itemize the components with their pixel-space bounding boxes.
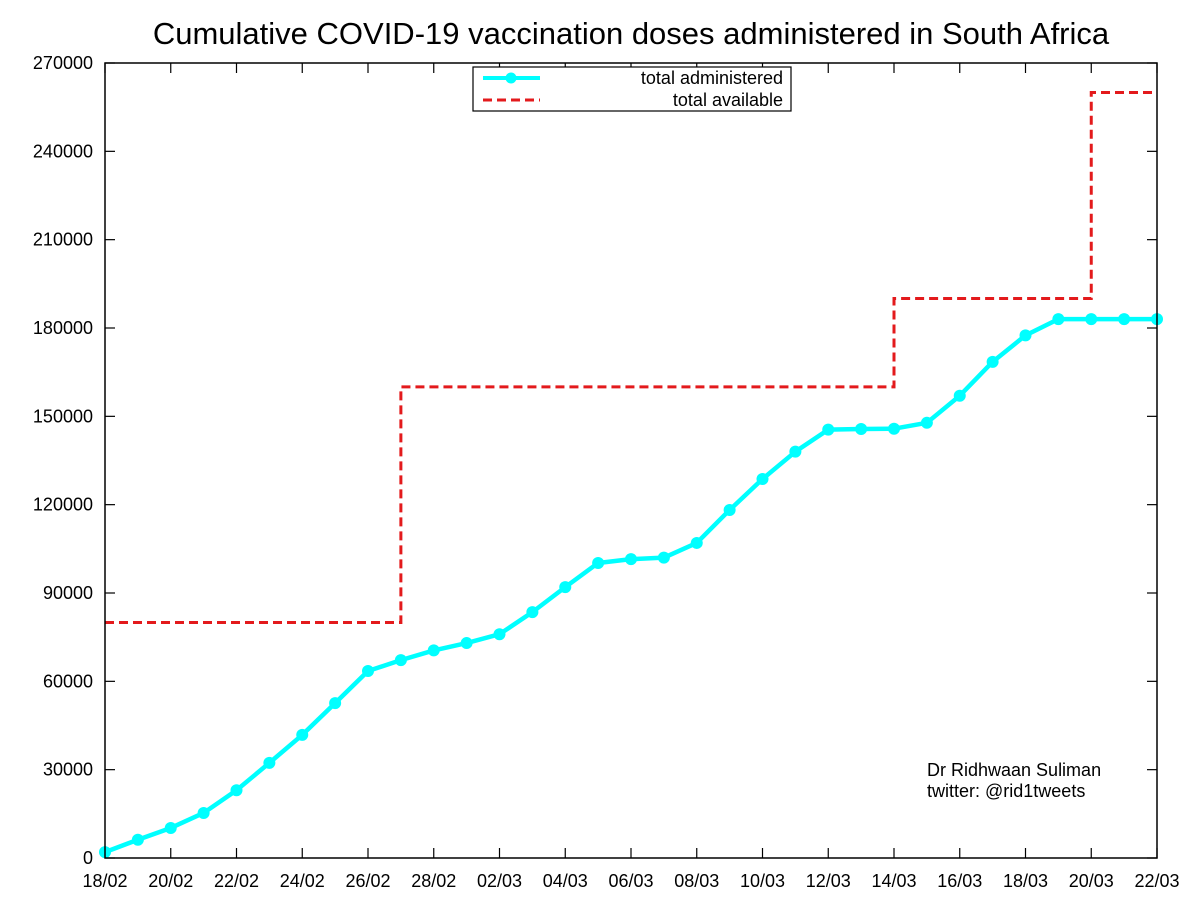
x-tick-label: 22/03 [1134, 871, 1179, 891]
administered-point [230, 784, 243, 797]
legend-label-available: total available [673, 90, 783, 110]
administered-point [394, 654, 407, 667]
series-total-administered [99, 313, 1163, 859]
y-axis: 0 30000 60000 90000 120000 150000 180000 210000… [33, 53, 1157, 868]
administered-point [1118, 313, 1131, 326]
administered-point [657, 551, 670, 564]
legend-box [472, 66, 792, 112]
chart-title: Cumulative COVID-19 vaccination doses ad… [153, 16, 1110, 51]
available-step-line [105, 90, 1157, 624]
credit-author: Dr Ridhwaan Suliman [927, 760, 1101, 780]
administered-point [789, 445, 802, 458]
plot-frame [104, 62, 1158, 859]
administered-point [690, 536, 703, 549]
y-tick-label: 90000 [43, 583, 93, 603]
administered-point [197, 806, 210, 819]
x-tick-label: 12/03 [806, 871, 851, 891]
administered-point [822, 423, 835, 436]
x-tick-label: 06/03 [608, 871, 653, 891]
y-tick-label: 180000 [33, 318, 93, 338]
administered-point [296, 728, 309, 741]
y-tick-label: 30000 [43, 760, 93, 780]
x-tick-label: 22/02 [214, 871, 259, 891]
administered-point [1085, 313, 1098, 326]
administered-point [986, 355, 999, 368]
x-tick-label: 26/02 [345, 871, 390, 891]
administered-point [723, 503, 736, 516]
administered-point [329, 697, 342, 710]
administered-point [592, 556, 605, 569]
x-tick-label: 24/02 [280, 871, 325, 891]
x-tick-label: 18/02 [82, 871, 127, 891]
x-tick-label: 20/02 [148, 871, 193, 891]
administered-point [625, 553, 637, 566]
y-tick-label: 210000 [33, 230, 93, 250]
x-tick-label: 14/03 [871, 871, 916, 891]
administered-point [920, 416, 933, 429]
legend-label-administered: total administered [641, 68, 783, 88]
administered-point [362, 665, 374, 678]
legend-marker-administered [505, 72, 517, 84]
credit-twitter: twitter: @rid1tweets [927, 781, 1085, 801]
administered-point [1019, 329, 1032, 342]
y-tick-label: 120000 [33, 495, 93, 515]
administered-point [164, 821, 177, 834]
y-tick-label: 270000 [33, 53, 93, 73]
administered-point [888, 422, 900, 435]
x-tick-label: 16/03 [937, 871, 982, 891]
administered-point [460, 637, 473, 650]
administered-point [427, 644, 440, 657]
y-tick-label: 60000 [43, 671, 93, 691]
administered-point [1052, 313, 1065, 326]
x-axis: 18/02 20/02 22/02 24/02 26/02 28/02 02/03 04/03… [82, 63, 1180, 891]
y-tick-label: 0 [83, 848, 93, 868]
x-tick-label: 10/03 [740, 871, 785, 891]
series-total-available [105, 90, 1157, 624]
x-tick-label: 18/03 [1003, 871, 1048, 891]
administered-point [526, 606, 539, 619]
x-tick-label: 02/03 [477, 871, 522, 891]
administered-point [263, 756, 276, 769]
x-tick-label: 04/03 [543, 871, 588, 891]
administered-point [559, 581, 572, 594]
legend: total administered total available [472, 66, 792, 112]
administered-point [493, 628, 506, 641]
administered-point [855, 422, 868, 435]
y-tick-label: 150000 [33, 406, 93, 426]
administered-point [131, 833, 144, 846]
x-tick-label: 28/02 [411, 871, 456, 891]
x-tick-label: 08/03 [674, 871, 719, 891]
administered-point [756, 473, 769, 486]
x-tick-label: 20/03 [1069, 871, 1114, 891]
y-tick-label: 240000 [33, 141, 93, 161]
administered-point [953, 389, 966, 402]
